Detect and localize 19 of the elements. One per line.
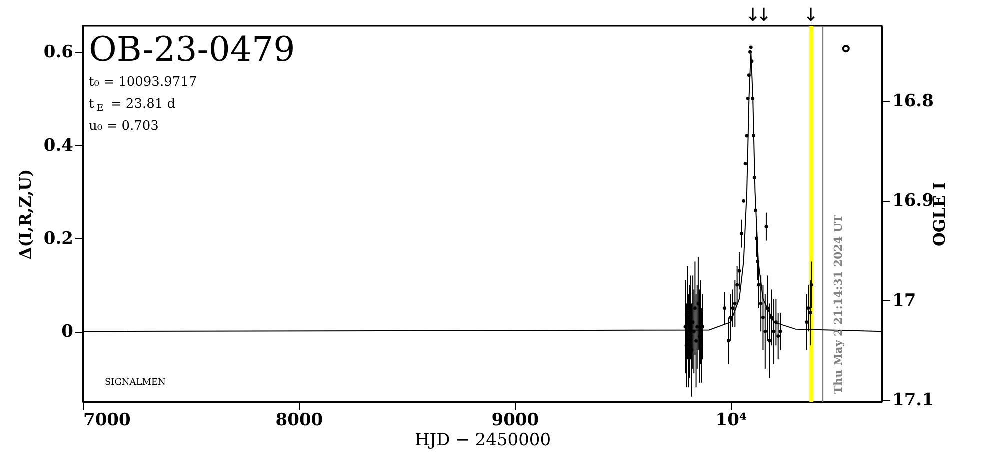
x-tick-label: 10⁴ (716, 410, 747, 430)
annotation: u₀ = 0.703 (89, 119, 159, 134)
y2-tick-label: 16.8 (892, 91, 934, 112)
y2-tick-label: 17.1 (892, 390, 934, 411)
annotation: t₀ = 10093.9717 (89, 75, 198, 90)
y2-tick-label: 17 (892, 290, 916, 311)
chart-title: OB-23-0479 (89, 30, 296, 70)
y-axis-title: Δ(I,R,Z,U) (16, 169, 35, 260)
x-tick-label: 8000 (276, 410, 324, 430)
x-tick-label: 9000 (492, 410, 540, 430)
y-tick-label: 0.2 (44, 228, 74, 249)
y-tick-label: 0.4 (44, 136, 74, 156)
annotation: SIGNALMEN (105, 378, 166, 388)
y-tick-label: 0.6 (44, 42, 74, 63)
x-axis-title: HJD − 2450000 (414, 430, 552, 450)
x-tick-label: 7000 (84, 410, 131, 430)
y-tick-label: 0 (62, 322, 74, 342)
text: ↓ (803, 5, 819, 26)
annotation: Thu May 2 21:14:31 2024 UT (832, 214, 845, 394)
